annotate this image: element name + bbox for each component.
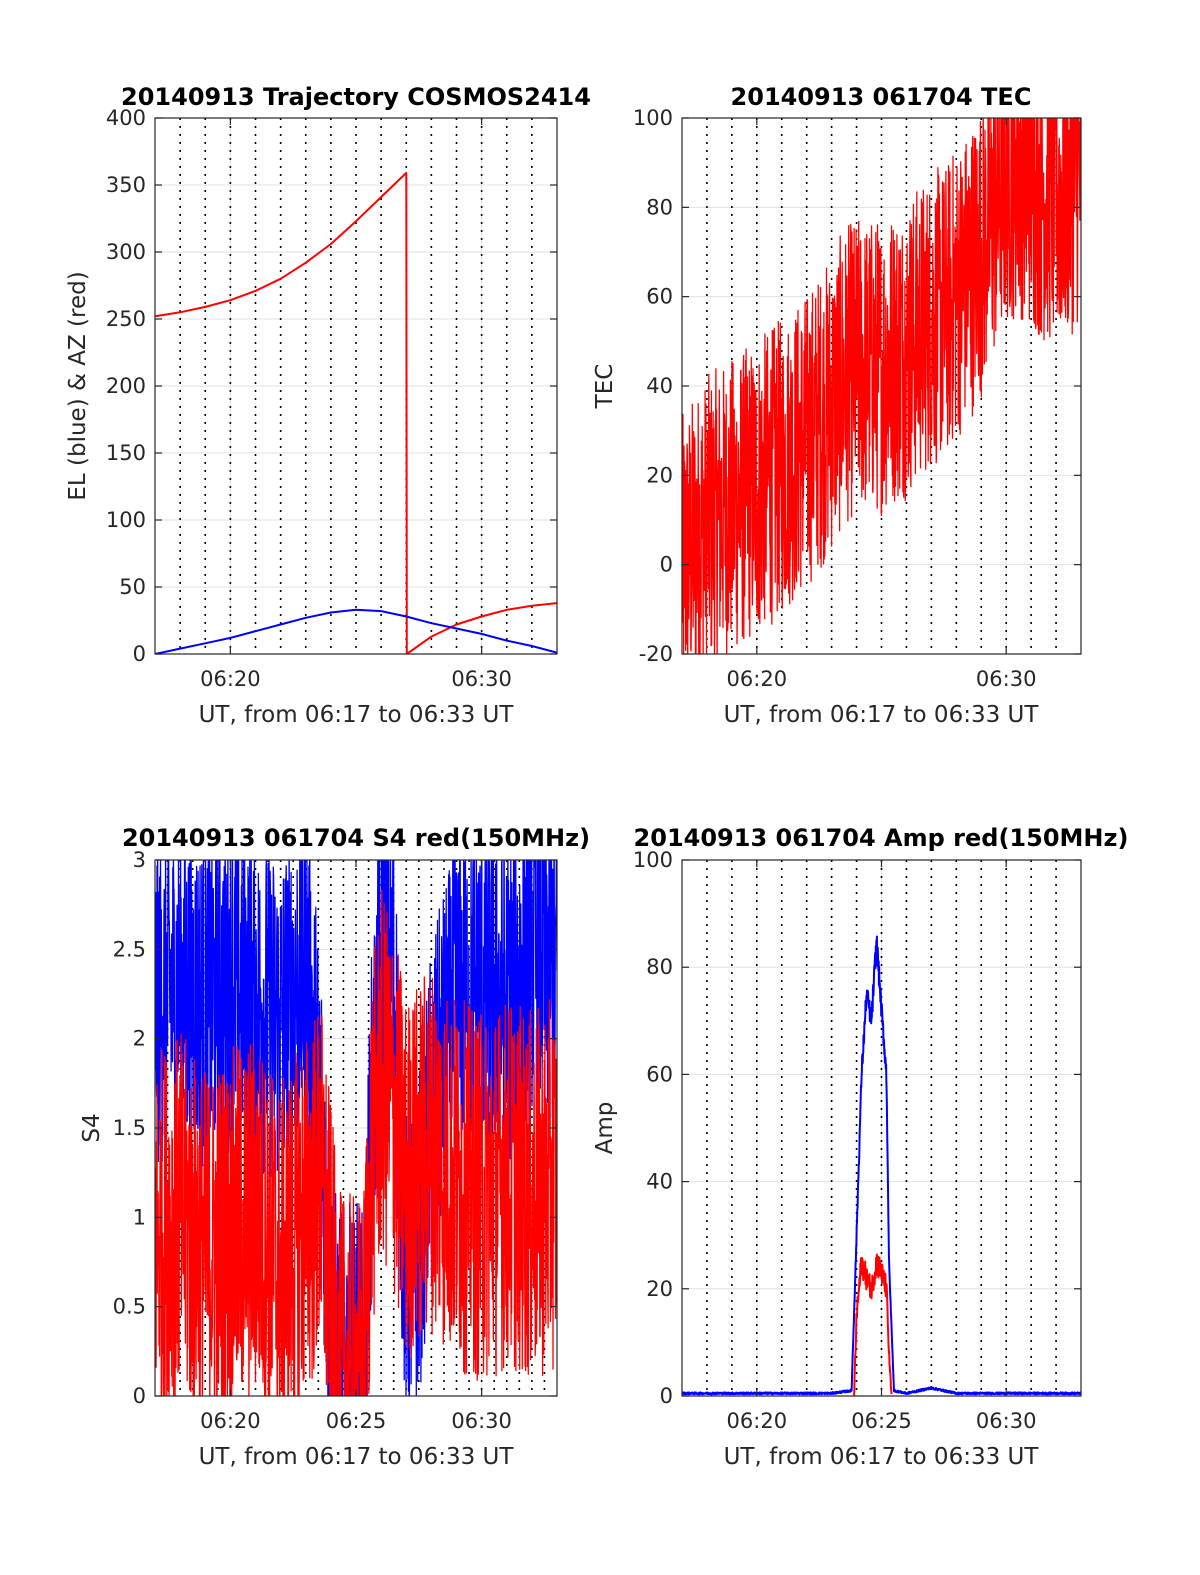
x-tick-label: 06:25 — [851, 1409, 912, 1433]
x-axis-label: UT, from 06:17 to 06:33 UT — [199, 702, 515, 728]
x-tick-label: 06:30 — [451, 667, 512, 691]
chart-title: 20140913 061704 S4 red(150MHz) — [122, 824, 590, 852]
y-tick-label: 400 — [106, 106, 146, 130]
y-tick-label: 300 — [106, 240, 146, 264]
y-axis-label: TEC — [592, 364, 618, 410]
series-layer — [155, 171, 557, 654]
x-tick-label: 06:20 — [727, 667, 788, 691]
y-tick-label: 60 — [646, 285, 673, 309]
x-axis-label: UT, from 06:17 to 06:33 UT — [724, 1444, 1040, 1470]
y-tick-label: 250 — [106, 307, 146, 331]
x-axis-label: UT, from 06:17 to 06:33 UT — [724, 702, 1040, 728]
y-tick-label: 40 — [646, 1170, 673, 1194]
y-tick-label: 0 — [133, 1384, 146, 1408]
x-tick-label: 06:20 — [727, 1409, 788, 1433]
series-line-1 — [155, 608, 557, 654]
y-axis-label: S4 — [79, 1113, 105, 1142]
x-tick-label: 06:30 — [451, 1409, 512, 1433]
y-tick-label: 100 — [106, 508, 146, 532]
y-tick-label: 60 — [646, 1062, 673, 1086]
series-line-1 — [155, 889, 557, 1396]
series-layer — [682, 118, 1081, 654]
y-tick-label: -20 — [639, 642, 673, 666]
panel-s4: 0 0.5 1 1.5 2 2.5 3 06:20 06:25 06:30 20140913 06… — [79, 824, 590, 1470]
panel-amp: 0 20 40 60 80 100 06:20 06:25 06:30 20140913 061… — [592, 824, 1128, 1470]
y-tick-label: 0 — [660, 553, 673, 577]
series-line-0 — [682, 935, 1081, 1396]
series-line-1 — [853, 1253, 893, 1396]
series-layer — [682, 935, 1081, 1396]
y-tick-label: 80 — [646, 195, 673, 219]
y-tick-label: 100 — [633, 848, 673, 872]
x-axis-label: UT, from 06:17 to 06:33 UT — [199, 1444, 515, 1470]
y-tick-label: 0.5 — [113, 1295, 146, 1319]
series-line-0 — [682, 118, 1081, 654]
y-tick-label: 50 — [119, 575, 146, 599]
y-tick-label: 200 — [106, 374, 146, 398]
panel-tec: -20 0 20 40 60 80 100 06:20 06:30 20140913 06170… — [592, 83, 1082, 728]
y-tick-label: 100 — [633, 106, 673, 130]
chart-title: 20140913 061704 TEC — [731, 83, 1032, 111]
series-line-0 — [155, 171, 557, 654]
x-tick-label: 06:30 — [976, 1409, 1037, 1433]
x-tick-label: 06:30 — [976, 667, 1037, 691]
y-tick-label: 0 — [660, 1384, 673, 1408]
y-tick-label: 150 — [106, 441, 146, 465]
x-tick-label: 06:20 — [200, 1409, 261, 1433]
y-tick-label: 0 — [133, 642, 146, 666]
y-tick-label: 2 — [133, 1027, 146, 1051]
series-layer — [155, 860, 557, 1396]
chart-title: 20140913 Trajectory COSMOS2414 — [121, 83, 591, 111]
x-tick-label: 06:20 — [200, 667, 261, 691]
y-tick-label: 40 — [646, 374, 673, 398]
panel-trajectory: 0 50 100 150 200 250 300 350 400 06:20 06:30 20140… — [65, 83, 591, 728]
y-tick-label: 80 — [646, 955, 673, 979]
y-tick-label: 350 — [106, 173, 146, 197]
y-tick-label: 20 — [646, 1277, 673, 1301]
y-tick-label: 1 — [133, 1205, 146, 1229]
y-tick-label: 3 — [133, 848, 146, 872]
chart-title: 20140913 061704 Amp red(150MHz) — [634, 824, 1129, 852]
y-axis-label: EL (blue) & AZ (red) — [65, 271, 91, 500]
y-axis-label: Amp — [592, 1102, 618, 1155]
x-tick-label: 06:25 — [326, 1409, 387, 1433]
y-tick-label: 2.5 — [113, 937, 146, 961]
y-tick-label: 1.5 — [113, 1116, 146, 1140]
y-tick-label: 20 — [646, 463, 673, 487]
